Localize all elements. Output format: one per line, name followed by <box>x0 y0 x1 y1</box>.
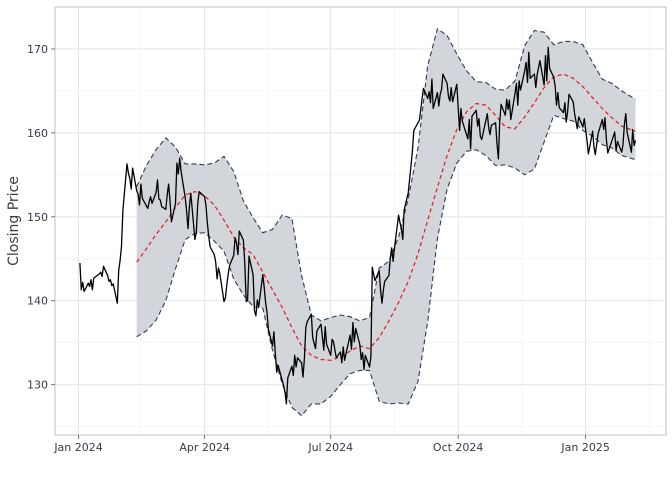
y-axis-title: Closing Price <box>6 176 22 266</box>
x-tick-label: Jan 2025 <box>560 441 609 454</box>
band-fill <box>136 28 636 416</box>
y-tick-label: 130 <box>27 379 48 392</box>
x-tick-label: Oct 2024 <box>433 441 484 454</box>
y-tick-label: 140 <box>27 295 48 308</box>
y-tick-label: 170 <box>27 43 48 56</box>
closing-price-line <box>79 46 637 405</box>
x-tick-label: Jan 2024 <box>53 441 102 454</box>
axes: 130 140 150 160 170 Jan 2024 Apr 2024 Jul 2024 O… <box>27 43 610 454</box>
band-lower-line <box>136 114 636 417</box>
y-tick-label: 150 <box>27 211 48 224</box>
moving-average-line <box>136 73 636 361</box>
x-tick-label: Jul 2024 <box>307 441 353 454</box>
panel-border <box>54 6 667 436</box>
bollinger-band <box>136 27 636 417</box>
x-tick-label: Apr 2024 <box>179 441 230 454</box>
y-tick-label: 160 <box>27 127 48 140</box>
series-lines <box>79 46 637 405</box>
band-upper-line <box>136 27 636 322</box>
